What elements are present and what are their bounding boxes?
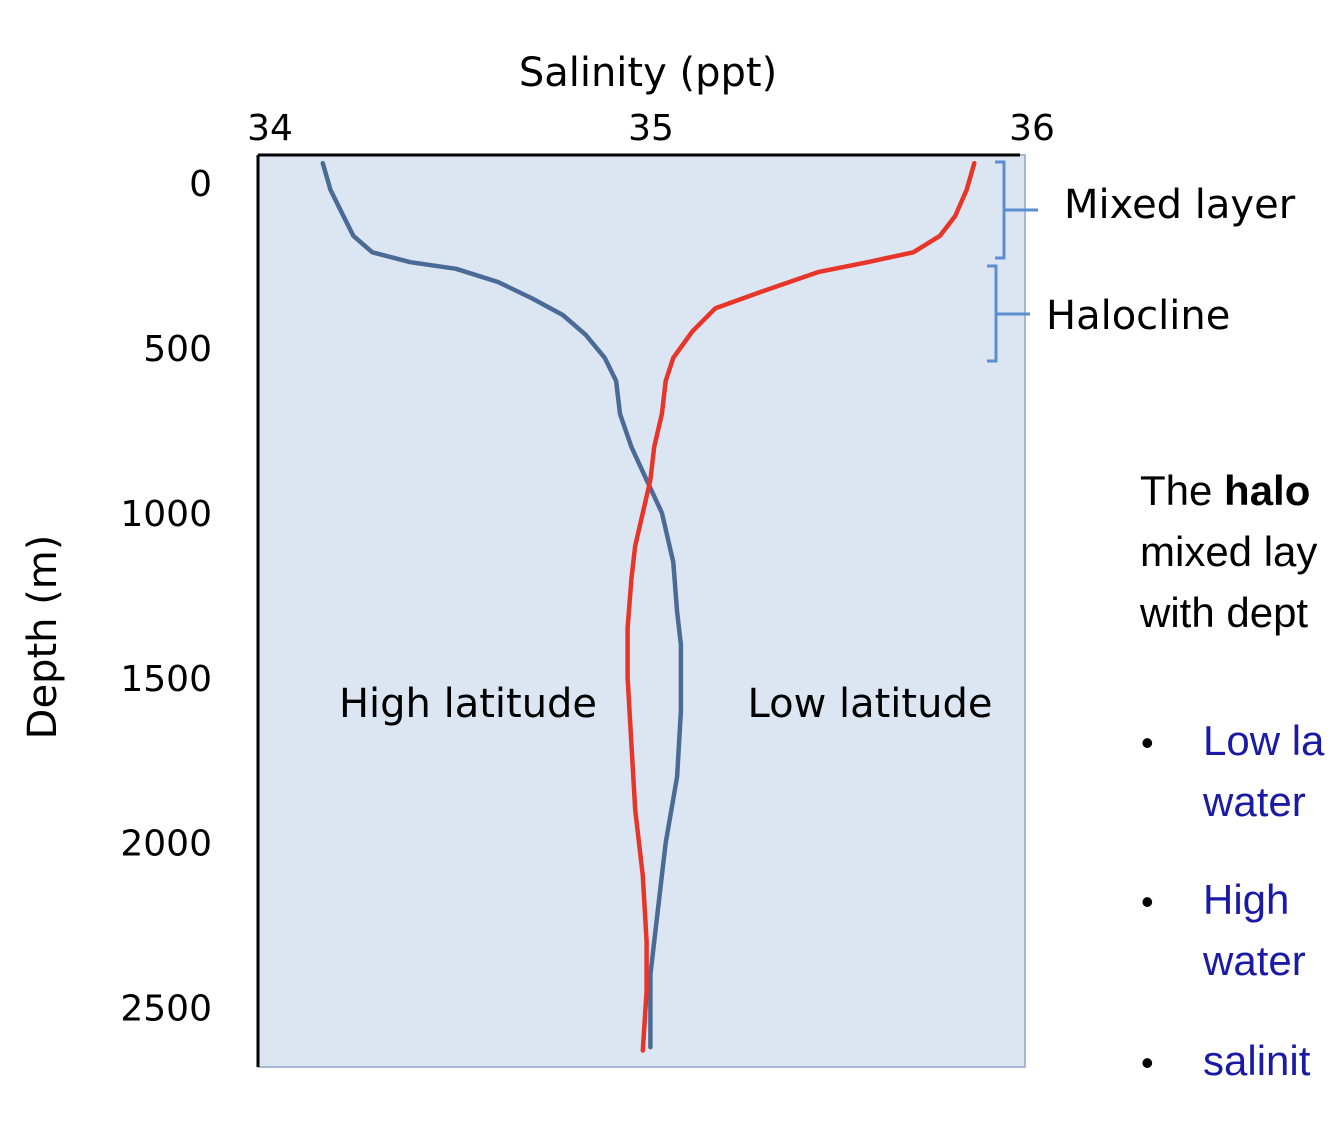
bullet-1-glyph: • [1141,722,1154,763]
y-tick-label-1000: 1000 [120,494,212,535]
y-axis-title: Depth (m) [20,535,66,740]
bullet-2-line1: High [1203,876,1289,923]
mixed-layer-label: Mixed layer [1064,182,1296,228]
halocline-bracket [987,264,1030,363]
x-tick-label-36: 36 [1009,108,1055,149]
series-line-low-latitude [625,160,977,1053]
y-tick-label-0: 0 [189,164,212,205]
y-tick-labels: 0 500 1000 1500 2000 2500 [120,164,212,1030]
x-tick-label-35: 35 [628,108,674,149]
bullet-1-line1: Low la [1203,717,1325,764]
halocline-paragraph-line3: with dept [1139,589,1308,636]
bullet-3-glyph: • [1141,1042,1154,1083]
paragraph-start: The [1140,467,1224,514]
x-tick-label-34: 34 [247,108,293,149]
y-tick-label-2500: 2500 [120,989,212,1030]
plot-area [257,154,1026,1068]
mixed-layer-bracket [995,160,1038,260]
x-tick-labels: 34 35 36 [247,108,1055,149]
bullet-2-line2: water [1202,937,1306,984]
series-label-low-latitude: Low latitude [748,681,993,727]
halocline-label: Halocline [1046,293,1230,339]
y-tick-label-500: 500 [143,329,212,370]
bullet-3-line1: salinit [1203,1037,1311,1084]
halocline-paragraph-line1: The halo [1140,467,1310,514]
series-lines [320,160,977,1053]
y-tick-label-1500: 1500 [120,659,212,700]
paragraph-bold-term: halo [1224,467,1310,514]
x-axis-title: Salinity (ppt) [519,50,777,96]
series-label-high-latitude: High latitude [339,681,597,727]
bullet-2-glyph: • [1141,881,1154,922]
series-line-high-latitude [320,160,684,1050]
bullet-1-line2: water [1202,778,1306,825]
y-tick-label-2000: 2000 [120,824,212,865]
halocline-paragraph-line2: mixed lay [1140,528,1317,575]
